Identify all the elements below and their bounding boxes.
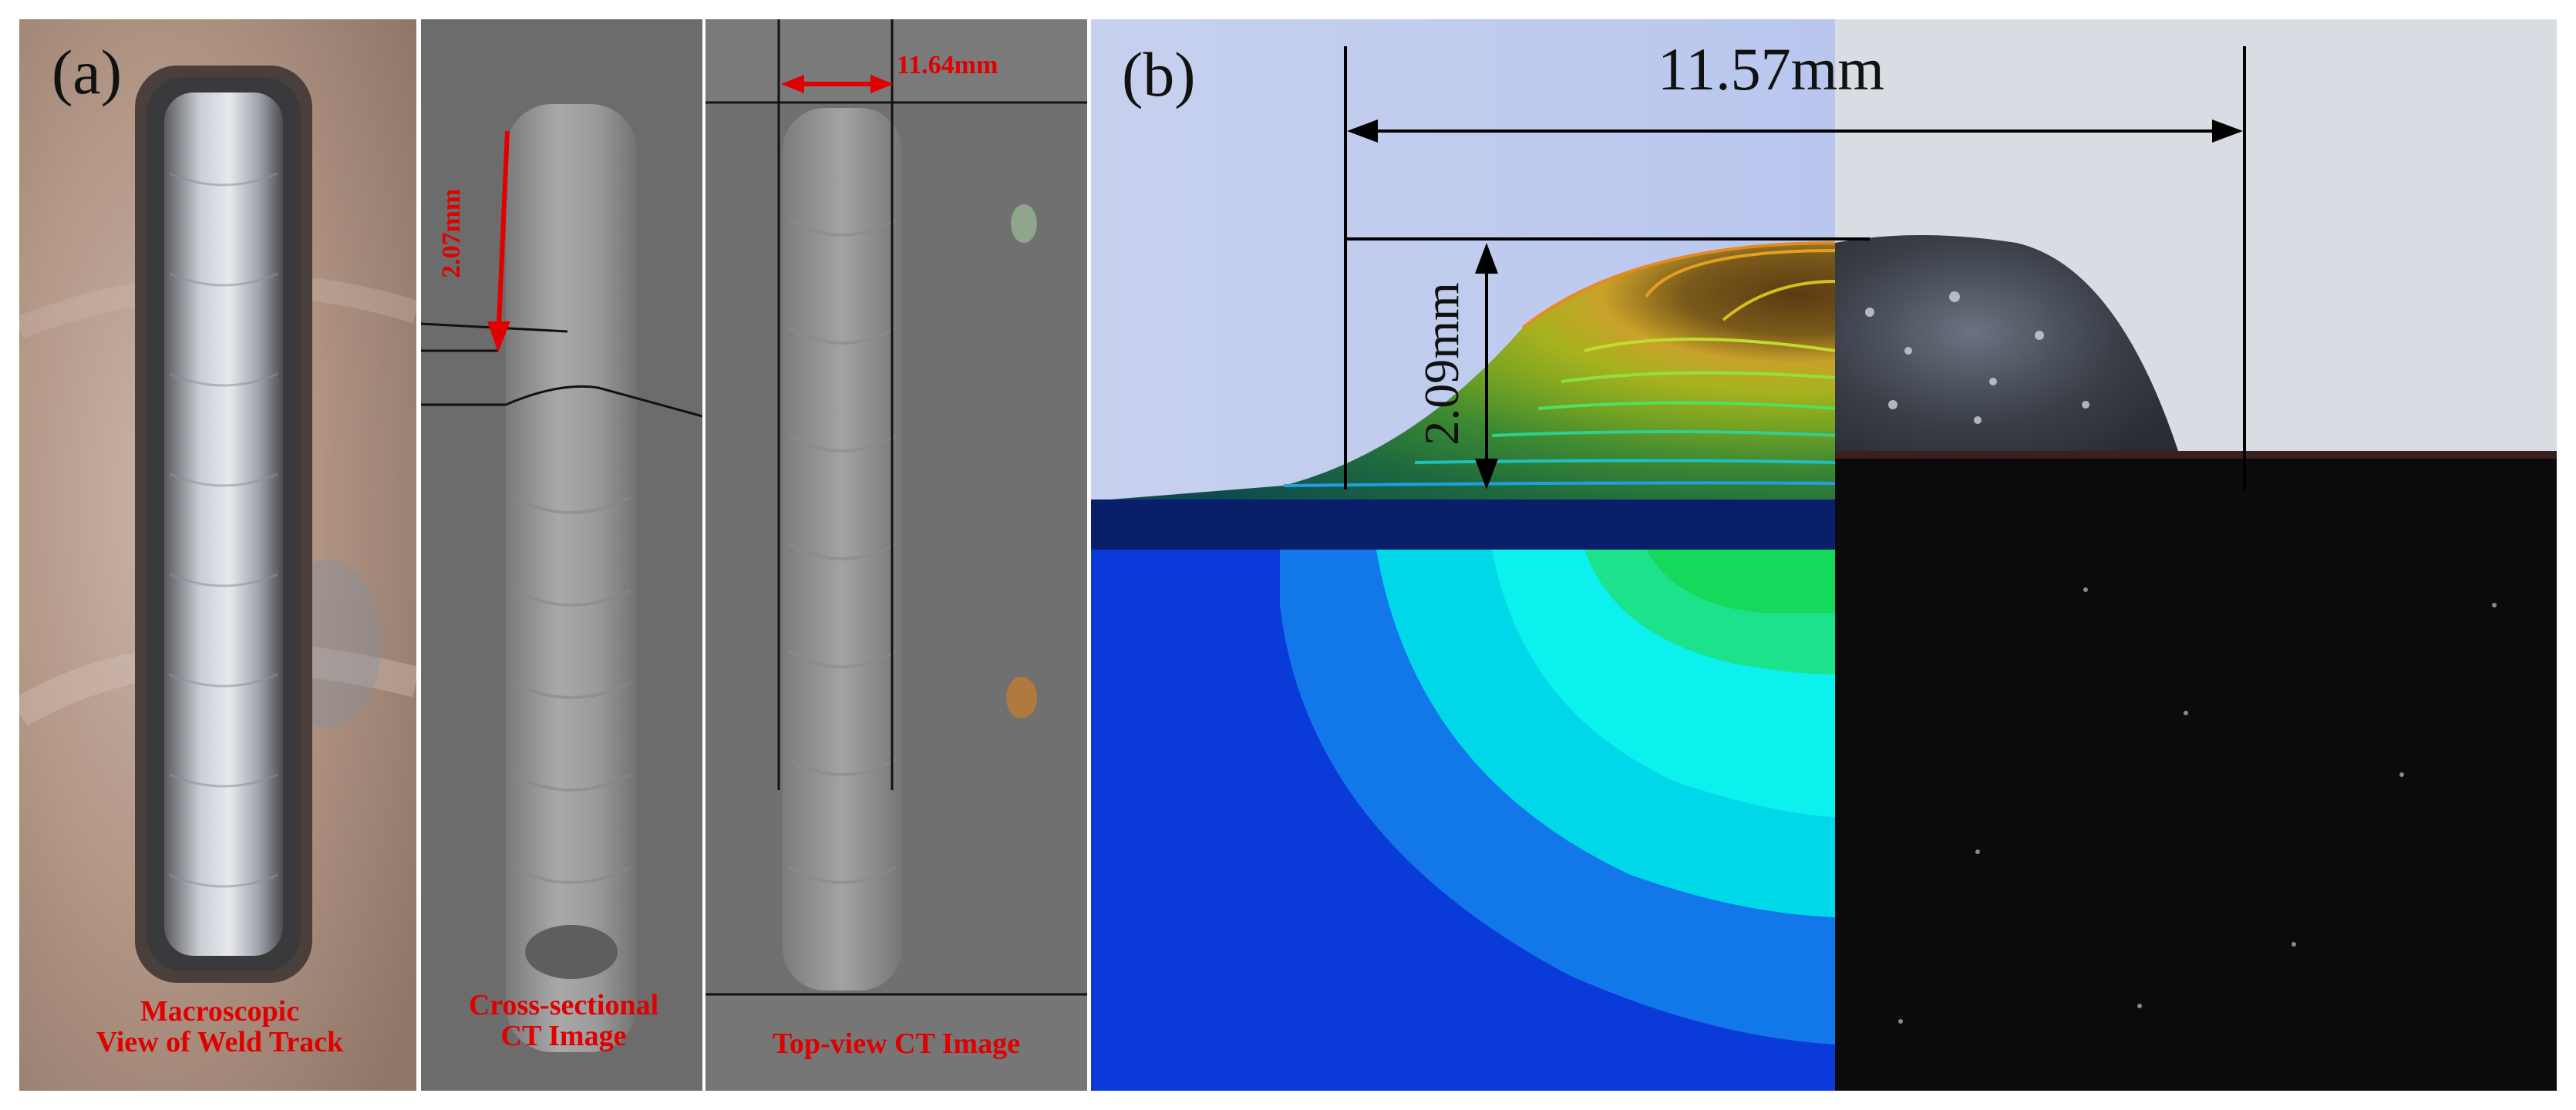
panel-b-letter: (b) <box>1122 39 1196 109</box>
top-view-ct-panel: 11.64mm Top-view CT Image <box>705 19 1087 1091</box>
height-measurement: 2.09mm <box>1414 282 1469 446</box>
top-view-measurement: 11.64mm <box>897 51 998 79</box>
cross-section-caption: Cross-sectional CT Image <box>425 989 702 1052</box>
cross-section-caption-line1: Cross-sectional <box>468 989 659 1021</box>
top-view-ct-image <box>705 19 1087 1091</box>
photo-caption-line1: Macroscopic <box>140 995 300 1028</box>
panel-a-letter: (a) <box>52 37 123 107</box>
cross-section-caption-line2: CT Image <box>500 1019 627 1052</box>
weld-photo-panel: (a) Macroscopic View of Weld Track <box>19 19 416 1091</box>
weld-photo <box>19 19 416 1091</box>
cross-section-ct-panel: 2.07mm Cross-sectional CT Image <box>421 19 702 1091</box>
top-view-caption: Top-view CT Image <box>773 1028 1020 1060</box>
cross-section-ct-image <box>421 19 702 1091</box>
panel-b: (b) 11.57mm 2.09mm <box>1091 19 2557 1091</box>
simulation-vs-micrograph <box>1091 19 2557 1091</box>
cross-section-measurement: 2.07mm <box>437 188 466 278</box>
width-measurement: 11.57mm <box>1658 35 1884 103</box>
photo-caption-line2: View of Weld Track <box>96 1025 344 1058</box>
photo-caption: Macroscopic View of Weld Track <box>50 995 389 1058</box>
